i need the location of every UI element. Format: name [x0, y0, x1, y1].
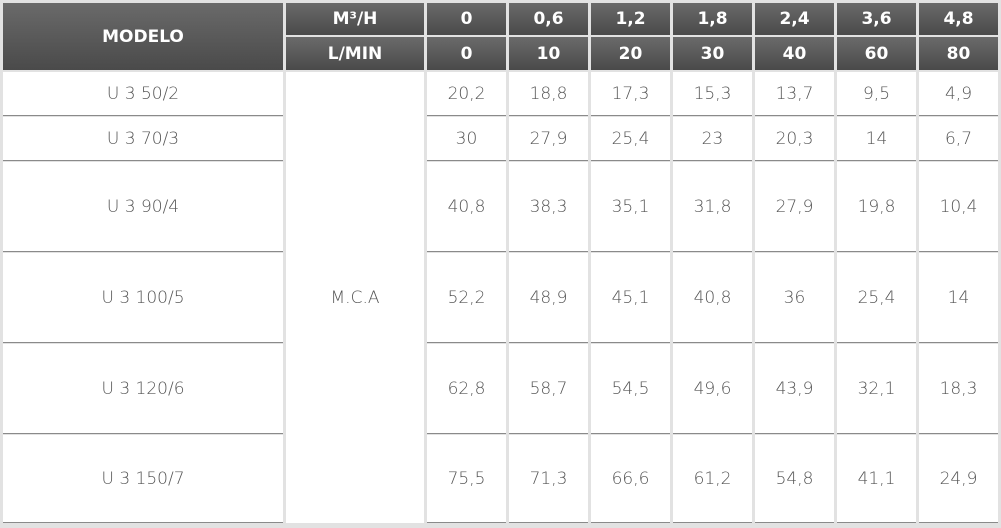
header-flow-lmin: 20 — [591, 37, 670, 70]
head-value: 18,3 — [919, 344, 998, 434]
head-value: 18,8 — [509, 72, 588, 116]
head-value: 4,9 — [919, 72, 998, 116]
head-value: 25,4 — [837, 253, 916, 343]
head-value: 32,1 — [837, 344, 916, 434]
head-value: 41,1 — [837, 435, 916, 523]
header-flow-m3h: 4,8 — [919, 3, 998, 35]
head-value: 14 — [837, 117, 916, 161]
unit-label: M.C.A — [286, 72, 424, 523]
head-value: 71,3 — [509, 435, 588, 523]
model-name: U 3 50/2 — [3, 72, 283, 116]
header-model: MODELO — [3, 3, 283, 70]
head-value: 17,3 — [591, 72, 670, 116]
head-value: 31,8 — [673, 162, 752, 252]
header-flow-m3h: 3,6 — [837, 3, 916, 35]
head-value: 36 — [755, 253, 834, 343]
head-value: 15,3 — [673, 72, 752, 116]
head-value: 25,4 — [591, 117, 670, 161]
head-value: 30 — [427, 117, 506, 161]
head-value: 14 — [919, 253, 998, 343]
header-flow-lmin: 40 — [755, 37, 834, 70]
head-value: 27,9 — [509, 117, 588, 161]
head-value: 48,9 — [509, 253, 588, 343]
header-flow-m3h: 2,4 — [755, 3, 834, 35]
head-value: 10,4 — [919, 162, 998, 252]
header-flow-m3h: 0 — [427, 3, 506, 35]
head-value: 49,6 — [673, 344, 752, 434]
head-value: 52,2 — [427, 253, 506, 343]
head-value: 43,9 — [755, 344, 834, 434]
head-value: 13,7 — [755, 72, 834, 116]
head-value: 61,2 — [673, 435, 752, 523]
head-value: 20,3 — [755, 117, 834, 161]
head-value: 24,9 — [919, 435, 998, 523]
head-value: 54,5 — [591, 344, 670, 434]
head-value: 27,9 — [755, 162, 834, 252]
header-unit: M³/H — [286, 3, 424, 35]
head-value: 23 — [673, 117, 752, 161]
header-unit: L/MIN — [286, 37, 424, 70]
head-value: 66,6 — [591, 435, 670, 523]
header-flow-m3h: 1,2 — [591, 3, 670, 35]
header-flow-lmin: 80 — [919, 37, 998, 70]
head-value: 35,1 — [591, 162, 670, 252]
head-value: 9,5 — [837, 72, 916, 116]
model-name: U 3 150/7 — [3, 435, 283, 523]
model-name: U 3 100/5 — [3, 253, 283, 343]
model-name: U 3 70/3 — [3, 117, 283, 161]
head-value: 40,8 — [427, 162, 506, 252]
model-name: U 3 90/4 — [3, 162, 283, 252]
head-value: 54,8 — [755, 435, 834, 523]
head-value: 38,3 — [509, 162, 588, 252]
header-flow-lmin: 0 — [427, 37, 506, 70]
header-flow-m3h: 1,8 — [673, 3, 752, 35]
head-value: 58,7 — [509, 344, 588, 434]
head-value: 19,8 — [837, 162, 916, 252]
head-value: 75,5 — [427, 435, 506, 523]
header-flow-lmin: 60 — [837, 37, 916, 70]
model-name: U 3 120/6 — [3, 344, 283, 434]
header-flow-lmin: 30 — [673, 37, 752, 70]
head-value: 20,2 — [427, 72, 506, 116]
head-value: 40,8 — [673, 253, 752, 343]
head-value: 6,7 — [919, 117, 998, 161]
header-flow-lmin: 10 — [509, 37, 588, 70]
head-value: 45,1 — [591, 253, 670, 343]
header-flow-m3h: 0,6 — [509, 3, 588, 35]
head-value: 62,8 — [427, 344, 506, 434]
